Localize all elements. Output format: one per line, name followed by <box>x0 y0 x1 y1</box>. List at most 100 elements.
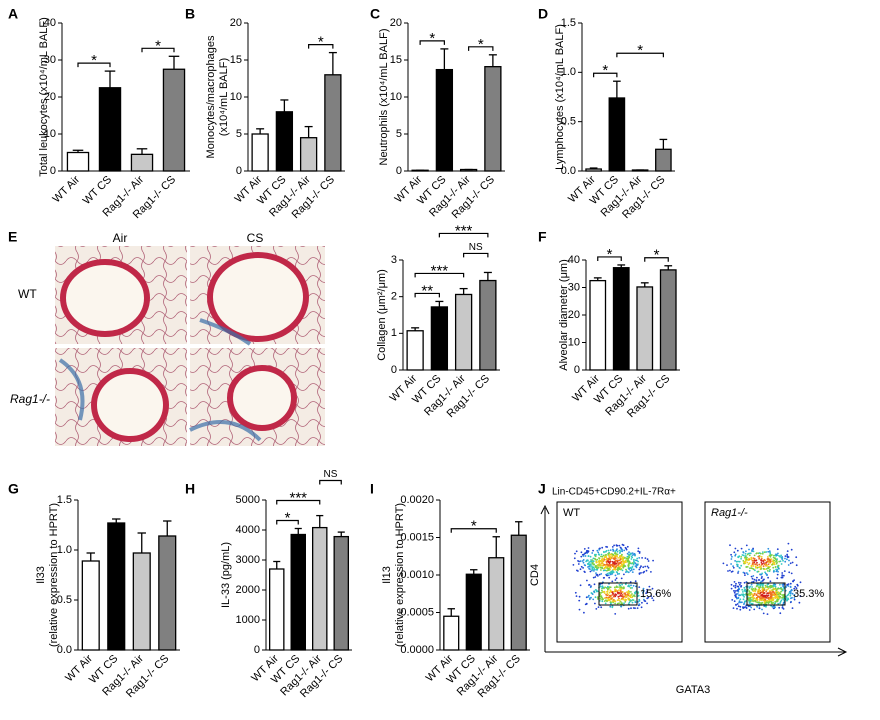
event-dot <box>750 558 753 561</box>
y-tick-label: 3000 <box>236 554 260 566</box>
event-dot <box>590 592 593 594</box>
event-dot <box>589 586 592 589</box>
event-dot <box>766 599 769 602</box>
event-dot <box>580 551 583 554</box>
airway <box>60 259 150 337</box>
event-dot <box>740 585 743 587</box>
event-dot <box>761 563 764 565</box>
event-dot <box>736 607 738 610</box>
event-dot <box>622 566 625 569</box>
event-dot <box>627 553 630 556</box>
event-dot <box>604 556 607 558</box>
column-label: Air <box>113 231 128 245</box>
event-dot <box>618 572 621 575</box>
event-dot <box>754 563 757 566</box>
event-dot <box>598 561 601 564</box>
event-dot <box>595 608 598 610</box>
event-dot <box>629 569 632 572</box>
event-dot <box>749 591 752 594</box>
event-dot <box>774 566 777 568</box>
event-dot <box>573 557 576 560</box>
bar <box>333 535 349 651</box>
event-dot <box>745 566 748 568</box>
event-dot <box>757 588 760 591</box>
event-dot <box>770 558 773 560</box>
event-dot <box>607 574 610 577</box>
y-tick-label: 0.5 <box>561 116 576 128</box>
event-dot <box>614 563 616 566</box>
event-dot <box>755 579 758 581</box>
event-dot <box>594 596 597 599</box>
event-dot <box>614 559 617 562</box>
event-dot <box>781 597 783 599</box>
event-dot <box>621 586 623 589</box>
event-dot <box>638 600 641 602</box>
event-dot <box>606 572 609 575</box>
bar <box>612 267 630 371</box>
event-dot <box>795 556 798 559</box>
event-dot <box>751 562 754 564</box>
event-dot <box>748 590 751 593</box>
event-dot <box>767 587 770 590</box>
event-dot <box>793 587 796 590</box>
event-dot <box>771 585 774 588</box>
event-dot <box>585 602 588 605</box>
y-tick-label: 0 <box>391 364 397 376</box>
event-dot <box>601 589 603 592</box>
event-dot <box>790 572 793 575</box>
event-dot <box>757 555 760 558</box>
event-dot <box>779 555 781 558</box>
y-axis-label: (relative expression to HPRT) <box>394 503 406 647</box>
event-dot <box>579 560 582 563</box>
event-dot <box>737 596 740 599</box>
event-dot <box>588 594 590 597</box>
y-tick-label: 0.0 <box>561 165 576 177</box>
event-dot <box>749 599 752 602</box>
y-axis-label: Il13 <box>381 566 393 584</box>
x-tick-label: WT Air <box>51 173 83 205</box>
event-dot <box>624 556 626 559</box>
y-tick-label: 10 <box>44 128 56 140</box>
event-dot <box>773 557 776 560</box>
event-dot <box>769 592 772 595</box>
event-dot <box>775 568 777 571</box>
event-dot <box>767 563 770 566</box>
event-dot <box>611 591 614 594</box>
significance-label: ** <box>421 282 433 299</box>
bar <box>158 535 177 651</box>
event-dot <box>619 558 622 561</box>
event-dot <box>733 590 735 592</box>
event-dot <box>777 602 780 605</box>
event-dot <box>633 558 635 561</box>
event-dot <box>733 581 736 583</box>
event-dot <box>774 554 777 557</box>
y-axis-label: Neutrophils (x10⁴/mL BALF) <box>378 29 390 166</box>
event-dot <box>756 601 758 604</box>
event-dot <box>646 590 649 593</box>
y-tick-label: 5 <box>236 128 242 140</box>
event-dot <box>621 550 624 553</box>
y-tick-label: 10 <box>568 336 580 348</box>
event-dot <box>613 558 616 561</box>
significance-label: * <box>471 518 477 535</box>
plot-label: Rag1-/- <box>711 507 748 519</box>
event-dot <box>776 548 779 551</box>
event-dot <box>616 590 619 592</box>
event-dot <box>780 563 783 565</box>
event-dot <box>637 560 639 563</box>
event-dot <box>646 558 649 561</box>
event-dot <box>749 598 752 600</box>
event-dot <box>750 565 753 568</box>
event-dot <box>780 590 782 593</box>
y-tick-label: 0.0015 <box>400 531 434 543</box>
event-dot <box>644 565 647 568</box>
event-dot <box>775 570 778 573</box>
significance-bracket <box>463 252 489 258</box>
event-dot <box>746 556 748 559</box>
event-dot <box>605 596 608 599</box>
event-dot <box>593 583 596 586</box>
event-dot <box>745 607 748 609</box>
significance-bracket <box>319 479 342 485</box>
event-dot <box>623 573 625 576</box>
event-dot <box>766 560 768 563</box>
